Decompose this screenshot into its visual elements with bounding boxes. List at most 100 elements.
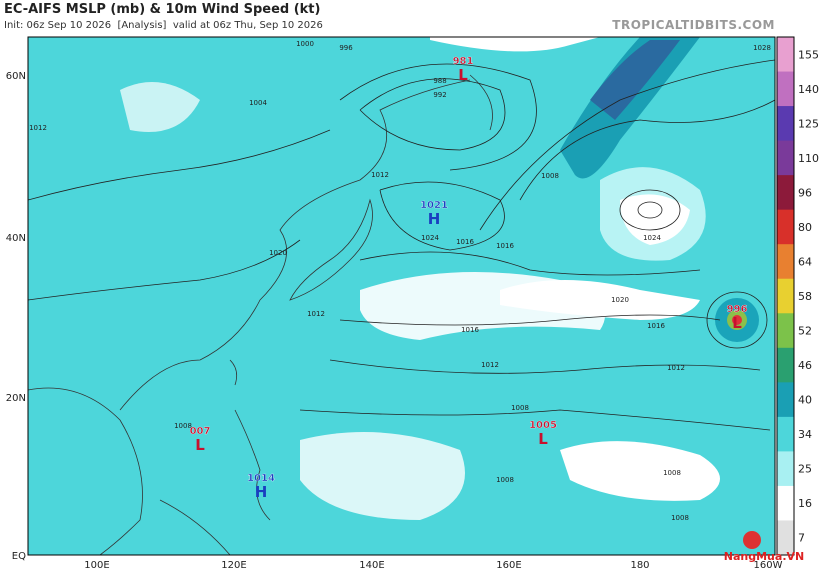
lon-label: 120E xyxy=(221,560,246,571)
logo: NangMua.VN xyxy=(724,531,804,563)
colorbar-swatch xyxy=(777,347,794,383)
isobar-label: 1016 xyxy=(456,238,474,246)
isobar-label: 1008 xyxy=(174,422,192,430)
system-marker: L xyxy=(195,436,205,454)
logo-icon xyxy=(743,531,761,549)
isobar-label: 1024 xyxy=(643,234,661,242)
system-pressure: 981 xyxy=(453,56,474,67)
colorbar-label: 16 xyxy=(798,497,812,510)
subtitle: Init: 06z Sep 10 2026 [Analysis] valid a… xyxy=(4,20,323,31)
colorbar-swatch xyxy=(777,209,794,245)
isobar-label: 1020 xyxy=(269,249,287,257)
colorbar-label: 52 xyxy=(798,325,812,338)
colorbar-label: 46 xyxy=(798,359,812,372)
system-marker: L xyxy=(538,430,548,448)
isobar-label: 1016 xyxy=(496,242,514,250)
isobar-label: 1016 xyxy=(461,326,479,334)
colorbar-swatch xyxy=(777,175,794,211)
logo-text: NangMua.VN xyxy=(724,550,804,563)
lon-label: 160W xyxy=(754,560,783,571)
system-marker: L xyxy=(732,314,742,332)
isobar-label: 988 xyxy=(433,77,446,85)
isobar-label: 1024 xyxy=(421,234,439,242)
calm-area xyxy=(620,194,690,245)
colorbar-swatch xyxy=(777,485,794,521)
watermark: TROPICALTIDBITS.COM xyxy=(612,18,775,32)
colorbar-label: 125 xyxy=(798,117,819,130)
coastlines xyxy=(28,74,493,555)
colorbar-swatch xyxy=(777,244,794,280)
cyclone-wind xyxy=(732,315,742,325)
strong-wind xyxy=(560,37,700,179)
colorbar-swatch xyxy=(777,451,794,487)
system-marker: L xyxy=(458,66,468,84)
colorbar-swatch xyxy=(777,520,794,556)
colorbar-label: 58 xyxy=(798,290,812,303)
colorbar-frame xyxy=(776,36,795,556)
isobar-label: 1008 xyxy=(541,172,559,180)
colorbar-swatch xyxy=(777,382,794,418)
lon-label: 100E xyxy=(84,560,109,571)
colorbar-label: 64 xyxy=(798,255,812,268)
isobar-label: 1012 xyxy=(371,171,389,179)
colorbar: 155 140 125 110 96 80 64 58 52 46 40 34 25 16 7 xyxy=(776,36,819,556)
map-frame xyxy=(27,36,776,556)
calm-area xyxy=(560,441,720,501)
isobar-label: 1012 xyxy=(307,310,325,318)
isobar-label: 1012 xyxy=(481,361,499,369)
isobar-label: 1028 xyxy=(753,44,771,52)
isobar-label: 992 xyxy=(433,91,446,99)
map-field xyxy=(28,37,775,555)
colorbar-swatch xyxy=(777,106,794,142)
isobar-label: 1016 xyxy=(647,322,665,330)
calm-area xyxy=(120,82,200,132)
lat-label: 20N xyxy=(6,393,26,404)
isobar-label: 1008 xyxy=(663,469,681,477)
system-pressure: 1021 xyxy=(420,200,448,211)
isobars xyxy=(28,59,775,431)
lon-label: 160E xyxy=(496,560,521,571)
colorbar-label: 110 xyxy=(798,152,819,165)
strong-wind xyxy=(590,40,680,120)
isobar-label: 1012 xyxy=(667,364,685,372)
colorbar-label: 140 xyxy=(798,83,819,96)
colorbar-label: 155 xyxy=(798,48,819,61)
run: [Analysis] xyxy=(117,20,167,31)
calm-area xyxy=(430,37,600,52)
isobar-label: 996 xyxy=(339,44,353,52)
system-pressure: 996 xyxy=(727,304,748,315)
isobar-label: 1008 xyxy=(496,476,514,484)
isobar-label: 1020 xyxy=(611,296,629,304)
system-pressure: 1014 xyxy=(247,473,275,484)
colorbar-swatch xyxy=(777,278,794,314)
system-marker: H xyxy=(428,210,441,228)
title: EC-AIFS MSLP (mb) & 10m Wind Speed (kt) xyxy=(4,2,321,17)
lon-label: 180 xyxy=(630,560,649,571)
lon-label: 140E xyxy=(359,560,384,571)
colorbar-label: 96 xyxy=(798,186,812,199)
isobar-label: 1008 xyxy=(671,514,689,522)
lat-label: 40N xyxy=(6,233,26,244)
system-marker: H xyxy=(255,483,268,501)
init: Init: 06z Sep 10 2026 xyxy=(4,20,112,31)
system-pressure: 007 xyxy=(190,426,211,437)
colorbar-label: 40 xyxy=(798,394,812,407)
isobar-label: 1008 xyxy=(511,404,529,412)
colorbar-swatch xyxy=(777,416,794,452)
colorbar-swatch xyxy=(777,140,794,176)
colorbar-swatch xyxy=(777,37,794,73)
calm-area xyxy=(500,280,700,320)
colorbar-label: 80 xyxy=(798,221,812,234)
isobar-label: 1004 xyxy=(249,99,267,107)
colorbar-label: 7 xyxy=(798,532,805,545)
colorbar-swatch xyxy=(777,71,794,107)
system-pressure: 1005 xyxy=(529,420,557,431)
colorbar-label: 34 xyxy=(798,428,812,441)
isobar-label: 1012 xyxy=(29,124,47,132)
lat-label: EQ xyxy=(12,551,26,562)
lat-label: 60N xyxy=(6,71,26,82)
calm-area xyxy=(300,432,465,520)
isobar-label: 1000 xyxy=(296,40,314,48)
